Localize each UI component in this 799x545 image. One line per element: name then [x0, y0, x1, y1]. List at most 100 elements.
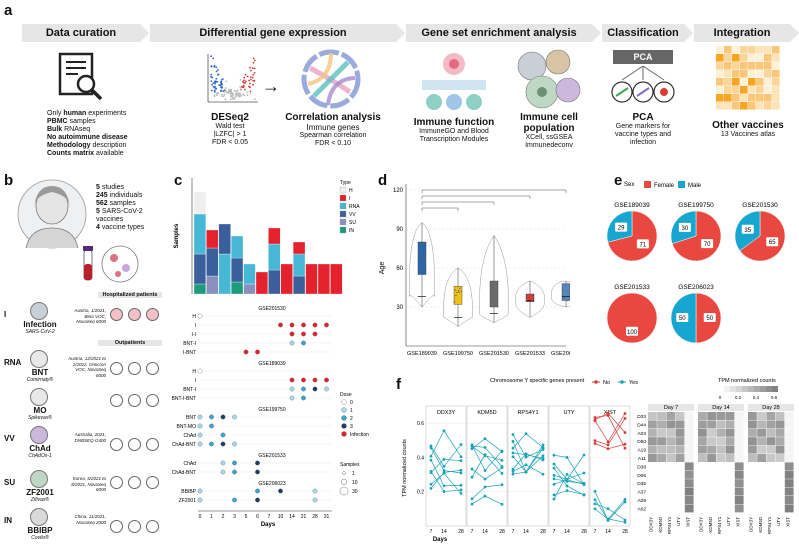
volcano-dot [217, 69, 219, 71]
series-point [524, 432, 528, 436]
heat-col-label: KDM5D [708, 516, 713, 533]
cell-icon [146, 308, 159, 321]
pie-slice [607, 210, 658, 262]
series-point [459, 492, 463, 495]
volcano-dot [250, 78, 252, 81]
series-point [606, 507, 610, 511]
heat-cell [666, 454, 676, 462]
heat-cell [775, 420, 785, 429]
heatmap-cell [732, 94, 740, 102]
jitter-point [492, 283, 494, 285]
series-point [565, 484, 569, 488]
study-title: GSE201533 [258, 453, 285, 459]
arrow-icon: → [262, 76, 280, 96]
heat-cell [784, 462, 794, 471]
timeline-dot [312, 331, 318, 337]
x-tick-label: 14 [605, 529, 611, 535]
series-point [500, 458, 504, 462]
volcano-dot [251, 67, 254, 69]
volcano-dot [235, 93, 237, 96]
heat-cell [707, 428, 716, 437]
jitter-point [458, 291, 460, 294]
facet-title: UTY [564, 410, 575, 416]
heat-cell [675, 428, 685, 437]
jitter-point [491, 304, 493, 307]
pie-label-bg [676, 313, 689, 322]
timeline-dot [255, 469, 260, 475]
heat-col-label: RPS4Y1 [717, 516, 722, 534]
heatmap-cell [764, 102, 772, 110]
heat-cell [748, 437, 757, 446]
volcano-dot [242, 85, 245, 88]
cell-icon [110, 520, 123, 533]
heatmap-cell [716, 78, 724, 86]
volcano-dot [251, 76, 254, 79]
vaccine-row: VV ChAd ChAdOx-1 Australia, 2021, DNBSEQ… [4, 426, 164, 462]
legend-swatch [339, 194, 347, 202]
immune-cell-block: Immune cell population XCell, ssGSEA Imm… [520, 112, 578, 149]
volcano-dot [220, 89, 222, 92]
volcano-dot [240, 86, 243, 88]
volcano-dot [210, 80, 213, 82]
heatmap-cell [740, 78, 748, 86]
heatmap-cell [724, 102, 732, 110]
panel-d-label: d [378, 172, 388, 189]
stacked-bar [231, 235, 244, 259]
x-tick-label: 28 [458, 529, 464, 535]
series-point [565, 472, 569, 476]
cell-icon [146, 476, 159, 489]
y-tick-label: 30 [396, 305, 403, 311]
volcano-dot [252, 61, 255, 64]
volcano-dot [210, 89, 213, 92]
x-tick-label: 28 [312, 514, 318, 520]
samples-legend-label: 30 [352, 489, 358, 495]
timeline-dot [255, 488, 260, 494]
heat-cell [734, 470, 744, 479]
volcano-dot [223, 89, 226, 91]
timeline-dot [301, 331, 306, 337]
timeline-dot [312, 322, 318, 328]
series-point [470, 467, 474, 471]
heat-row-label: D33 [637, 414, 646, 420]
jitter-point [460, 290, 462, 292]
volcano-plot-icon [207, 54, 258, 103]
heat-cell [707, 454, 716, 462]
heat-cell [748, 454, 757, 462]
dose-legend-dot [341, 399, 347, 405]
series-point [429, 486, 433, 490]
heat-cell [766, 437, 776, 446]
series-point [593, 507, 597, 511]
cell-icon [110, 476, 123, 489]
volcano-dot [220, 81, 222, 84]
heat-legend-cell [772, 386, 778, 392]
heat-cell [716, 428, 726, 437]
vaccine-icon [30, 508, 48, 526]
heatmap-cell [772, 94, 780, 102]
panel-b-label: b [4, 172, 14, 189]
legend-swatch [339, 210, 347, 218]
jitter-point [526, 299, 528, 301]
pie-label: 65 [769, 240, 776, 246]
heat-cell [766, 454, 776, 462]
volcano-dot [253, 59, 256, 62]
timeline-dot [278, 488, 283, 494]
heatmap-cell [748, 54, 756, 62]
heatmap-cell [756, 46, 764, 54]
volcano-dot [222, 78, 224, 80]
legend-title: Chromosome Y specific genes present [490, 378, 585, 384]
series-point [565, 489, 569, 492]
x-tick-label: GSE206023 [551, 351, 570, 357]
dose-legend-label: 3 [350, 424, 353, 430]
heatmap-cell [764, 86, 772, 94]
dose-legend-dot [341, 423, 347, 429]
series-point [593, 502, 597, 506]
heat-cell [707, 420, 716, 429]
series-point [429, 458, 433, 462]
stacked-bar [218, 223, 231, 255]
heat-cell [666, 437, 676, 446]
volcano-dot [250, 76, 252, 79]
jitter-point [526, 294, 528, 297]
stacked-bar [268, 243, 281, 271]
heat-cell [734, 428, 744, 437]
vaccine-name: MO [33, 406, 47, 415]
